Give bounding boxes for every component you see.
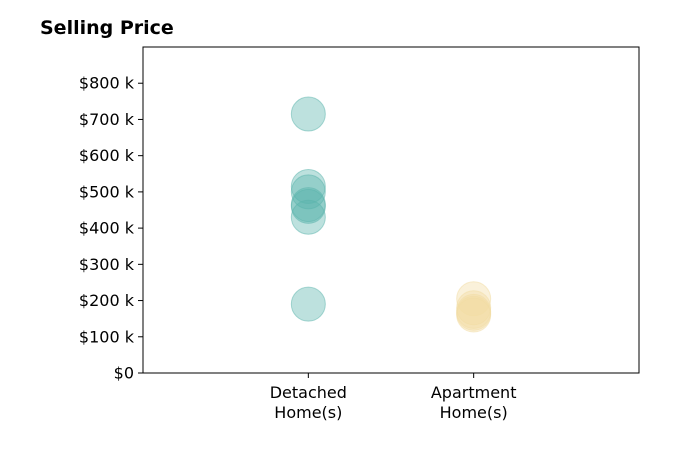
scatter-point xyxy=(290,188,326,224)
scatter-point xyxy=(290,286,326,322)
x-tick-label: Home(s) xyxy=(274,403,342,422)
y-tick-label: $300 k xyxy=(79,255,135,274)
points-layer xyxy=(290,96,492,333)
scatter-point xyxy=(290,174,326,210)
scatter-point xyxy=(456,297,492,333)
y-axis: $0 $100 k $200 k $300 k $400 k $500 k $600 k $7… xyxy=(79,74,143,383)
scatter-point xyxy=(290,199,326,235)
plot-frame xyxy=(142,46,640,374)
y-tick-label: $100 k xyxy=(79,327,135,346)
scatter-point xyxy=(456,281,492,317)
x-tick-label: Home(s) xyxy=(440,403,508,422)
scatter-point xyxy=(290,96,326,132)
scatter-point xyxy=(290,168,326,204)
y-tick-label: $400 k xyxy=(79,219,135,238)
x-tick-label: Apartment xyxy=(431,383,517,402)
y-tick-label: $700 k xyxy=(79,110,135,129)
y-tick-label: $200 k xyxy=(79,291,135,310)
x-tick-label: Detached xyxy=(270,383,347,402)
y-tick-label: $800 k xyxy=(79,74,135,93)
chart-title: Selling Price xyxy=(40,17,174,39)
y-tick-label: $600 k xyxy=(79,146,135,165)
y-tick-label: $0 xyxy=(114,364,134,383)
y-tick-label: $500 k xyxy=(79,182,135,201)
